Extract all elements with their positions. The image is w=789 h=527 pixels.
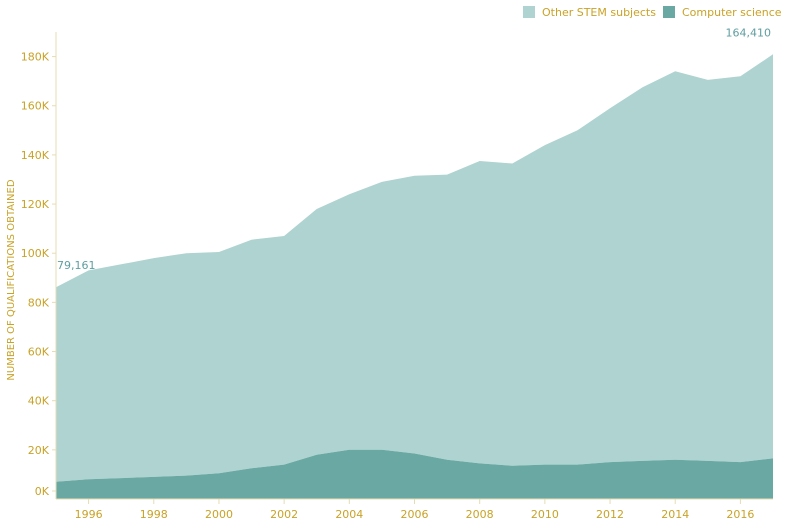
area-computer-science [56, 449, 773, 499]
y-tick-label: 20K [28, 444, 50, 457]
x-tick-label: 2012 [596, 508, 624, 521]
area-other-stem [56, 54, 773, 482]
legend: Other STEM subjects Computer science [523, 6, 782, 19]
x-tick-label: 2000 [205, 508, 233, 521]
x-tick-label: 2002 [270, 508, 298, 521]
x-tick-label: 2008 [466, 508, 494, 521]
y-tick-label: 120K [21, 198, 50, 211]
annotation-layer: 79,161 164,410 [57, 26, 771, 272]
y-tick-label: 80K [28, 296, 50, 309]
x-tick-label: 2006 [401, 508, 429, 521]
y-tick-label: 180K [21, 51, 50, 64]
x-tick-label: 2010 [531, 508, 559, 521]
legend-swatch [523, 6, 535, 18]
y-tick-label: 100K [21, 247, 50, 260]
area-layer [56, 54, 773, 499]
y-axis-label: NUMBER OF QUALIFICATIONS OBTAINED [6, 179, 17, 380]
x-tick-label: 2014 [661, 508, 689, 521]
legend-label: Other STEM subjects [542, 6, 656, 19]
x-tick-label: 2016 [726, 508, 754, 521]
x-tick-label: 1996 [75, 508, 103, 521]
axes-layer: 0K 20K 40K 60K 80K 100K 120K 140K 160K 180K 1996 19… [21, 32, 773, 521]
legend-swatch [663, 6, 675, 18]
y-tick-label: 160K [21, 100, 50, 113]
legend-label: Computer science [682, 6, 782, 19]
y-tick-label: 140K [21, 149, 50, 162]
x-tick-label: 1998 [140, 508, 168, 521]
x-tick-label: 2004 [335, 508, 363, 521]
data-label: 79,161 [57, 259, 96, 272]
data-label: 164,410 [726, 26, 772, 39]
y-tick-label: 60K [28, 346, 50, 359]
y-tick-label: 0K [35, 485, 50, 498]
y-tick-label: 40K [28, 395, 50, 408]
